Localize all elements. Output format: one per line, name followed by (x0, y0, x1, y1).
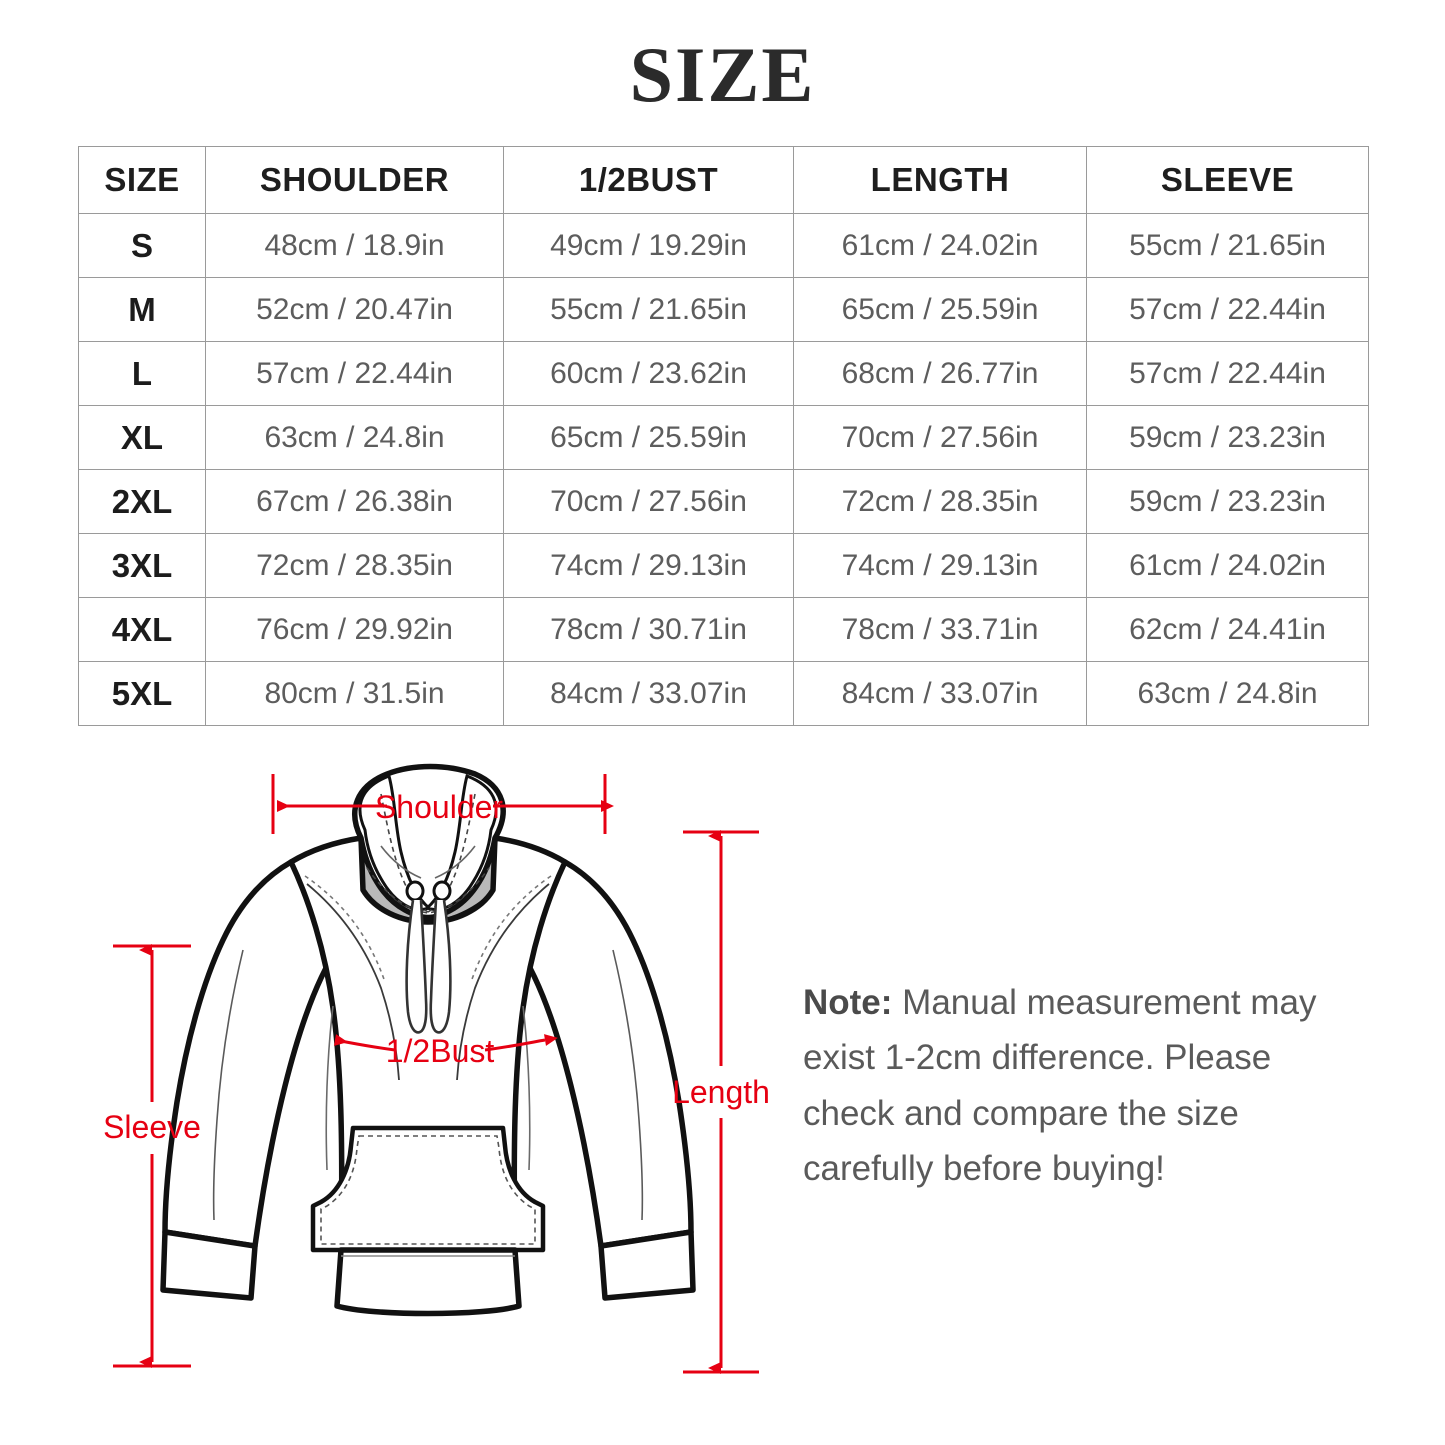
cell-shoulder: 67cm / 26.38in (205, 469, 504, 534)
column-header-shoulder: SHOULDER (205, 146, 504, 214)
cell-size: L (78, 341, 206, 406)
cell-bust: 49cm / 19.29in (503, 213, 794, 278)
cell-sleeve: 59cm / 23.23in (1086, 405, 1369, 470)
hoodie-garment (160, 763, 696, 1317)
cell-length: 78cm / 33.71in (793, 597, 1087, 662)
right-cuff (598, 1229, 696, 1301)
drawstring-eyelet-right (432, 880, 452, 902)
table-row: L 57cm / 22.44in 60cm / 23.62in 68cm / 2… (78, 341, 1369, 406)
bust-arrow-right (484, 1034, 558, 1052)
sleeve-label: Sleeve (103, 1109, 201, 1145)
cell-sleeve: 59cm / 23.23in (1086, 469, 1369, 534)
cell-length: 68cm / 26.77in (793, 341, 1087, 406)
kangaroo-pocket (310, 1125, 546, 1253)
cell-sleeve: 57cm / 22.44in (1086, 277, 1369, 342)
cell-shoulder: 72cm / 28.35in (205, 533, 504, 598)
cell-bust: 84cm / 33.07in (503, 661, 794, 726)
bust-arrow-left (334, 1034, 396, 1052)
cell-size: S (78, 213, 206, 278)
table-row: 2XL 67cm / 26.38in 70cm / 27.56in 72cm /… (78, 469, 1369, 534)
page-title: SIZE (629, 31, 816, 118)
cell-size: 2XL (78, 469, 206, 534)
cell-length: 74cm / 29.13in (793, 533, 1087, 598)
cell-shoulder: 48cm / 18.9in (205, 213, 504, 278)
cell-sleeve: 55cm / 21.65in (1086, 213, 1369, 278)
cell-sleeve: 62cm / 24.41in (1086, 597, 1369, 662)
bust-measurement: 1/2Bust (334, 1033, 558, 1069)
table-row: 4XL 76cm / 29.92in 78cm / 30.71in 78cm /… (78, 597, 1369, 662)
cell-size: XL (78, 405, 206, 470)
note-text: Manual measurement may exist 1-2cm diffe… (803, 983, 1317, 1188)
cell-size: 4XL (78, 597, 206, 662)
size-chart-table-container: SIZE SHOULDER 1/2BUST LENGTH SLEEVE S 48… (78, 146, 1369, 726)
column-header-length: LENGTH (793, 146, 1087, 214)
cell-size: M (78, 277, 206, 342)
cell-shoulder: 63cm / 24.8in (205, 405, 504, 470)
shoulder-label: Shoulder (375, 789, 503, 825)
sleeve-measurement: Sleeve (103, 944, 201, 1368)
table-row: 5XL 80cm / 31.5in 84cm / 33.07in 84cm / … (78, 661, 1369, 726)
left-cuff (160, 1229, 258, 1301)
note-block: Note: Manual measurement may exist 1-2cm… (803, 975, 1368, 1196)
length-label: Length (672, 1074, 770, 1110)
cell-bust: 74cm / 29.13in (503, 533, 794, 598)
cell-size: 3XL (78, 533, 206, 598)
hoodie-technical-drawing: Shoulder 1/2Bust Sleeve Length (103, 763, 770, 1374)
cell-shoulder: 52cm / 20.47in (205, 277, 504, 342)
cell-length: 65cm / 25.59in (793, 277, 1087, 342)
cell-shoulder: 57cm / 22.44in (205, 341, 504, 406)
size-chart-table: SIZE SHOULDER 1/2BUST LENGTH SLEEVE S 48… (78, 146, 1369, 726)
cell-length: 72cm / 28.35in (793, 469, 1087, 534)
cell-bust: 60cm / 23.62in (503, 341, 794, 406)
cell-sleeve: 63cm / 24.8in (1086, 661, 1369, 726)
cell-shoulder: 80cm / 31.5in (205, 661, 504, 726)
table-row: XL 63cm / 24.8in 65cm / 25.59in 70cm / 2… (78, 405, 1369, 470)
right-sleeve (514, 859, 694, 1249)
hood-left-roll (358, 774, 432, 911)
drawstring-left (405, 899, 428, 1034)
cell-size: 5XL (78, 661, 206, 726)
drawstring-eyelet-left (405, 880, 425, 902)
table-row: M 52cm / 20.47in 55cm / 21.65in 65cm / 2… (78, 277, 1369, 342)
cell-shoulder: 76cm / 29.92in (205, 597, 504, 662)
cell-sleeve: 57cm / 22.44in (1086, 341, 1369, 406)
cell-bust: 70cm / 27.56in (503, 469, 794, 534)
left-sleeve (162, 859, 342, 1249)
hem-rib (334, 1247, 522, 1317)
cell-length: 84cm / 33.07in (793, 661, 1087, 726)
note-label: Note: (803, 983, 893, 1022)
table-row: S 48cm / 18.9in 49cm / 19.29in 61cm / 24… (78, 213, 1369, 278)
column-header-bust: 1/2BUST (503, 146, 794, 214)
cell-length: 61cm / 24.02in (793, 213, 1087, 278)
shoulder-measurement: Shoulder (271, 774, 614, 834)
cell-length: 70cm / 27.56in (793, 405, 1087, 470)
cell-sleeve: 61cm / 24.02in (1086, 533, 1369, 598)
drawstring-right (429, 899, 452, 1034)
cell-bust: 65cm / 25.59in (503, 405, 794, 470)
measurement-diagram: Shoulder 1/2Bust Sleeve Length (0, 730, 1445, 1430)
column-header-size: SIZE (78, 146, 206, 214)
column-header-sleeve: SLEEVE (1086, 146, 1369, 214)
cell-bust: 55cm / 21.65in (503, 277, 794, 342)
bust-label: 1/2Bust (386, 1033, 495, 1069)
hood-right-roll (424, 774, 498, 911)
length-measurement: Length (672, 830, 770, 1374)
table-header-row: SIZE SHOULDER 1/2BUST LENGTH SLEEVE (78, 146, 1369, 214)
table-row: 3XL 72cm / 28.35in 74cm / 29.13in 74cm /… (78, 533, 1369, 598)
cell-bust: 78cm / 30.71in (503, 597, 794, 662)
